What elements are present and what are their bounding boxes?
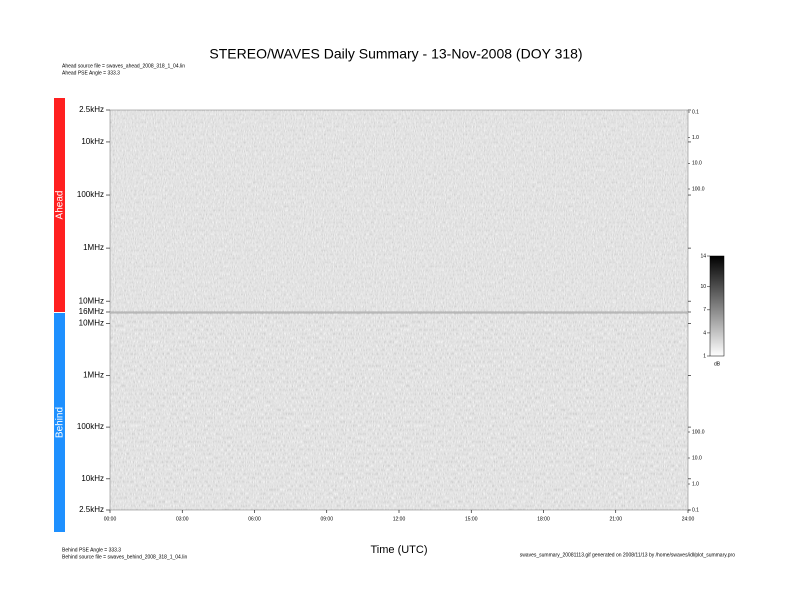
y-tick-label: 10MHz (79, 296, 104, 305)
chart-title: STEREO/WAVES Daily Summary - 13-Nov-2008… (209, 46, 582, 62)
x-tick-label: 09:00 (320, 516, 333, 522)
x-tick-label: 06:00 (248, 516, 261, 522)
colorbar-tick-label: 10 (700, 284, 706, 290)
spectrogram-texture (110, 110, 688, 312)
y-tick-label: 10MHz (79, 319, 104, 328)
colorbar-label: dB (714, 361, 721, 367)
footer-note: swaves_summary_20081113.gif generated on… (520, 552, 736, 558)
side-bar (54, 98, 65, 312)
y2-tick-label: 0.1 (692, 109, 699, 115)
y-tick-label: 2.5kHz (79, 505, 104, 514)
x-tick-label: 21:00 (609, 516, 622, 522)
x-tick-label: 00:00 (104, 516, 117, 522)
colorbar-tick-label: 14 (700, 253, 706, 259)
y2-tick-label: 1.0 (692, 135, 699, 141)
y2-tick-label: 100.0 (692, 429, 705, 435)
y2-tick-label: 10.0 (692, 161, 702, 167)
y-tick-label: 10kHz (81, 137, 104, 146)
header-note: Ahead source file = swaves_ahead_2008_31… (62, 63, 185, 69)
colorbar-tick-label: 7 (703, 307, 706, 313)
x-axis-title: Time (UTC) (370, 544, 427, 556)
header-note: Ahead PSE Angle = 333.3 (62, 70, 120, 76)
x-tick-label: 24:00 (682, 516, 695, 522)
colorbar-tick-label: 1 (703, 353, 706, 359)
y-tick-label: 100kHz (77, 190, 104, 199)
colorbar (709, 255, 725, 357)
y2-tick-label: 1.0 (692, 481, 699, 487)
side-bar (54, 313, 65, 532)
y-tick-label: 100kHz (77, 422, 104, 431)
side-label: Ahead (55, 191, 66, 220)
x-tick-label: 03:00 (176, 516, 189, 522)
x-tick-label: 12:00 (393, 516, 406, 522)
x-tick-label: 18:00 (537, 516, 550, 522)
y2-tick-label: 100.0 (692, 186, 705, 192)
y2-tick-label: 0.1 (692, 507, 699, 513)
x-tick-label: 15:00 (465, 516, 478, 522)
plot-frame (109, 109, 689, 313)
y-tick-label: 10kHz (81, 474, 104, 483)
footer-note: Behind PSE Angle = 333.3 (62, 547, 121, 553)
y-tick-label: 1MHz (83, 243, 104, 252)
colorbar-tick-label: 4 (703, 330, 706, 336)
y2-tick-label: 10.0 (692, 455, 702, 461)
y-tick-label: 2.5kHz (79, 105, 104, 114)
y-tick-label: 16MHz (79, 307, 104, 316)
footer-note: Behind source file = swaves_behind_2008_… (62, 554, 187, 560)
y-tick-label: 1MHz (83, 370, 104, 379)
side-label: Behind (55, 407, 66, 438)
